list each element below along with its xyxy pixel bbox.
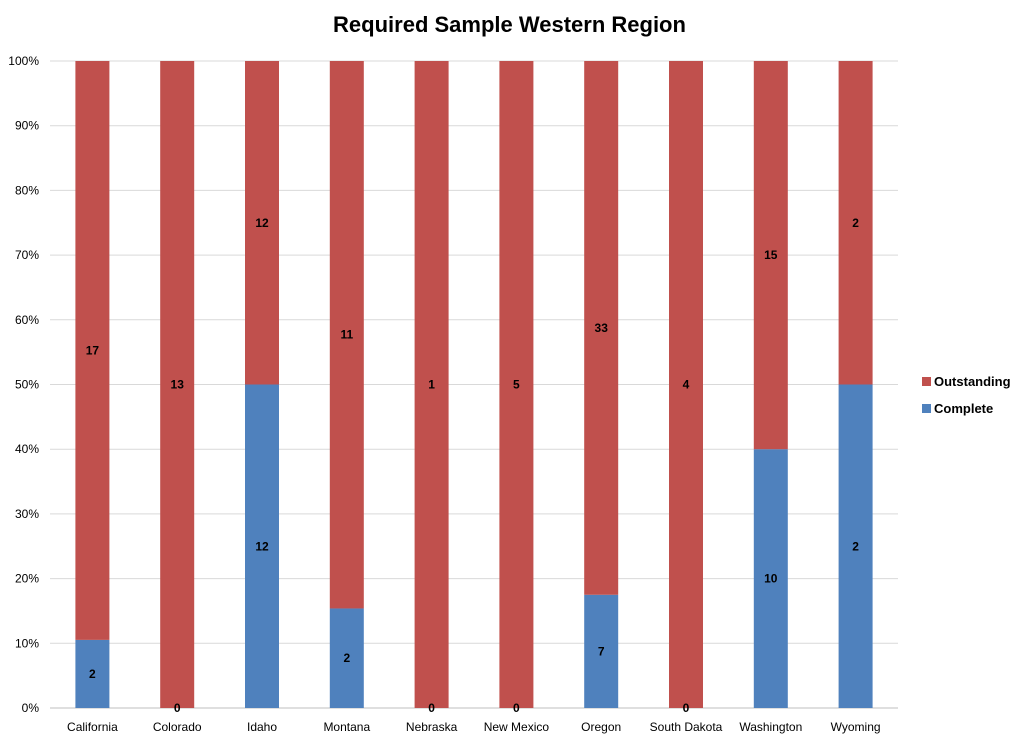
data-label-complete: 0 — [428, 701, 435, 715]
data-label-complete: 7 — [598, 644, 605, 658]
bar-complete — [753, 449, 788, 708]
x-tick-label: New Mexico — [484, 720, 550, 734]
data-label-outstanding: 4 — [683, 378, 690, 392]
legend-label-complete: Complete — [934, 400, 994, 416]
bar-outstanding — [245, 61, 279, 385]
legend-swatch-outstanding — [922, 376, 931, 386]
data-label-outstanding: 17 — [86, 343, 100, 357]
x-tick-label: Wyoming — [831, 720, 881, 734]
bar-complete — [584, 594, 619, 708]
x-tick-label: California — [67, 720, 118, 734]
y-tick-label: 0% — [22, 701, 40, 715]
data-label-complete: 0 — [513, 701, 520, 715]
data-label-outstanding: 11 — [340, 328, 353, 342]
legend-item-complete: Complete — [922, 400, 993, 416]
y-tick-label: 90% — [15, 119, 39, 133]
y-tick-label: 80% — [15, 183, 39, 197]
data-label-complete: 2 — [852, 539, 859, 553]
y-tick-label: 70% — [15, 248, 39, 262]
bar-outstanding — [414, 61, 449, 708]
bar-outstanding — [753, 61, 788, 450]
data-label-outstanding: 33 — [595, 321, 609, 335]
x-tick-label: Oregon — [581, 720, 621, 734]
data-label-outstanding: 13 — [171, 378, 185, 392]
data-label-outstanding: 2 — [852, 216, 859, 230]
y-tick-label: 60% — [15, 313, 39, 327]
data-label-complete: 2 — [343, 651, 350, 665]
bar-complete — [245, 384, 279, 708]
x-tick-label: Washington — [739, 720, 802, 734]
y-tick-label: 50% — [15, 378, 39, 392]
data-label-outstanding: 15 — [764, 248, 778, 262]
y-tick-label: 10% — [15, 636, 39, 650]
data-label-complete: 10 — [764, 572, 778, 586]
x-tick-label: Colorado — [153, 720, 202, 734]
x-tick-label: Idaho — [247, 720, 277, 734]
bar-outstanding — [669, 61, 703, 708]
bar-outstanding — [584, 61, 619, 595]
data-label-complete: 2 — [89, 667, 96, 681]
bar-complete — [838, 384, 873, 708]
legend-swatch-complete — [922, 403, 931, 413]
y-tick-label: 30% — [15, 507, 39, 521]
x-tick-label: South Dakota — [650, 720, 723, 734]
data-label-complete: 12 — [255, 539, 269, 553]
data-label-outstanding: 1 — [428, 378, 435, 392]
y-tick-label: 40% — [15, 442, 39, 456]
legend-item-outstanding: Outstanding — [922, 373, 1011, 389]
x-tick-label: Nebraska — [406, 720, 458, 734]
y-tick-label: 20% — [15, 572, 39, 586]
bar-outstanding — [160, 61, 195, 708]
x-tick-label: Montana — [323, 720, 370, 734]
data-label-outstanding: 5 — [513, 378, 520, 392]
legend-label-outstanding: Outstanding — [934, 373, 1011, 389]
data-label-complete: 0 — [683, 701, 690, 715]
bar-outstanding — [838, 61, 873, 385]
bar-outstanding — [75, 61, 110, 640]
data-label-complete: 0 — [174, 701, 181, 715]
bar-outstanding — [499, 61, 534, 708]
bar-outstanding — [329, 61, 364, 609]
bar-complete — [329, 608, 364, 708]
y-tick-label: 100% — [8, 54, 39, 68]
data-label-outstanding: 12 — [255, 216, 269, 230]
chart-title: Required Sample Western Region — [333, 12, 686, 37]
bar-complete — [75, 639, 110, 708]
